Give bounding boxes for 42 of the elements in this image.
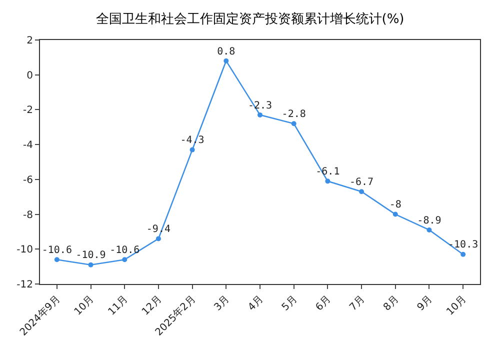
y-tick-label: -2 — [23, 105, 33, 116]
y-tick-label: 2 — [26, 36, 33, 46]
point — [88, 262, 94, 268]
data-label: -10.6 — [42, 244, 72, 256]
point — [325, 178, 330, 184]
point — [426, 227, 432, 232]
x-tick-label: 9月 — [416, 294, 435, 314]
data-label: -10.6 — [110, 244, 140, 256]
y-tick-label: -12 — [16, 280, 33, 290]
y-tick-label: -8 — [23, 210, 33, 221]
x-tick-label: 11月 — [106, 294, 130, 318]
x-tick-label: 10月 — [444, 294, 469, 318]
x-tick-label: 4月 — [246, 294, 266, 314]
x-tick-label: 10月 — [72, 294, 96, 318]
y-tick-label: -6 — [23, 174, 33, 186]
point — [224, 58, 229, 64]
x-tick-label: 5月 — [280, 294, 300, 314]
y-tick-label: -10 — [16, 244, 33, 256]
y-tick-label: -4 — [23, 140, 33, 152]
point — [54, 257, 60, 262]
point — [156, 236, 161, 242]
data-label: -8 — [389, 200, 402, 211]
data-label: -10.9 — [76, 250, 106, 262]
data-label: 0.8 — [217, 46, 236, 58]
data-label: -8.9 — [417, 215, 442, 226]
point — [190, 147, 195, 152]
data-label: -10.3 — [448, 240, 478, 251]
point — [359, 189, 364, 194]
point — [460, 252, 466, 257]
point — [392, 212, 398, 217]
x-tick-label: 12月 — [140, 294, 164, 318]
point — [122, 257, 128, 262]
x-tick-label: 8月 — [382, 294, 402, 314]
point — [258, 112, 262, 118]
y-tick-label: 0 — [26, 70, 33, 82]
chart-title: 全国卫生和社会工作固定资产投资额累计增长统计(%) — [96, 12, 404, 28]
data-label: -6.7 — [349, 177, 374, 188]
x-tick-label: 6月 — [314, 294, 334, 314]
point — [291, 121, 296, 126]
data-label: -2.8 — [282, 109, 306, 120]
x-tick-label: 7月 — [348, 294, 368, 314]
x-tick-label: 3月 — [212, 294, 232, 314]
